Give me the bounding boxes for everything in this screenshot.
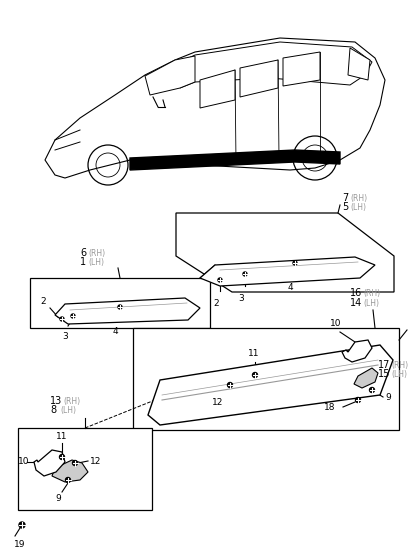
Text: (LH): (LH)	[88, 258, 104, 267]
Circle shape	[72, 460, 78, 465]
Polygon shape	[145, 56, 195, 95]
Text: 12: 12	[90, 456, 101, 465]
Polygon shape	[240, 60, 278, 97]
Text: 3: 3	[238, 294, 244, 303]
Text: 13: 13	[50, 396, 62, 406]
Text: 19: 19	[14, 540, 26, 549]
Text: (RH): (RH)	[363, 289, 380, 298]
Polygon shape	[354, 368, 378, 388]
Text: 7: 7	[342, 193, 348, 203]
Text: 2: 2	[40, 297, 46, 306]
Polygon shape	[30, 278, 210, 328]
Polygon shape	[18, 428, 152, 510]
Text: (LH): (LH)	[60, 406, 76, 415]
Circle shape	[293, 261, 297, 265]
Text: 4: 4	[288, 283, 294, 292]
Text: (LH): (LH)	[363, 299, 379, 308]
Circle shape	[253, 373, 258, 378]
Text: 5: 5	[342, 202, 348, 212]
Polygon shape	[55, 298, 200, 324]
Text: 11: 11	[56, 432, 67, 441]
Text: 10: 10	[330, 319, 341, 328]
Text: (LH): (LH)	[391, 370, 407, 379]
Text: 2: 2	[213, 299, 219, 308]
Circle shape	[228, 383, 233, 388]
Polygon shape	[176, 213, 394, 292]
Text: 4: 4	[113, 327, 119, 336]
Text: 16: 16	[350, 288, 362, 298]
Polygon shape	[342, 340, 372, 362]
Text: (RH): (RH)	[350, 194, 367, 203]
Polygon shape	[283, 52, 320, 86]
Polygon shape	[200, 257, 375, 286]
Text: 18: 18	[323, 403, 335, 411]
Text: 9: 9	[55, 494, 61, 503]
Circle shape	[118, 305, 122, 309]
Circle shape	[355, 398, 360, 403]
Circle shape	[243, 272, 247, 276]
Text: 6: 6	[80, 248, 86, 258]
Circle shape	[60, 317, 64, 321]
Circle shape	[65, 478, 70, 483]
Text: 10: 10	[18, 456, 29, 465]
Text: 17: 17	[378, 360, 391, 370]
Text: (LH): (LH)	[350, 203, 366, 212]
Text: 9: 9	[385, 393, 391, 401]
Text: (RH): (RH)	[88, 249, 105, 258]
Circle shape	[370, 388, 375, 393]
Circle shape	[19, 522, 25, 528]
Text: 8: 8	[50, 405, 56, 415]
Polygon shape	[133, 328, 399, 430]
Text: (RH): (RH)	[63, 397, 80, 406]
Text: 12: 12	[212, 398, 223, 407]
Polygon shape	[130, 150, 340, 170]
Circle shape	[71, 314, 75, 318]
Polygon shape	[348, 48, 370, 80]
Polygon shape	[148, 345, 393, 425]
Text: 11: 11	[248, 349, 259, 358]
Polygon shape	[200, 70, 235, 108]
Polygon shape	[45, 38, 385, 178]
Text: (RH): (RH)	[391, 361, 408, 370]
Polygon shape	[52, 460, 88, 482]
Circle shape	[59, 454, 65, 459]
Text: 15: 15	[378, 369, 391, 379]
Text: 1: 1	[80, 257, 86, 267]
Text: 3: 3	[62, 332, 68, 341]
Polygon shape	[175, 42, 372, 88]
Polygon shape	[34, 450, 65, 476]
Circle shape	[218, 278, 222, 282]
Text: 14: 14	[350, 298, 362, 308]
